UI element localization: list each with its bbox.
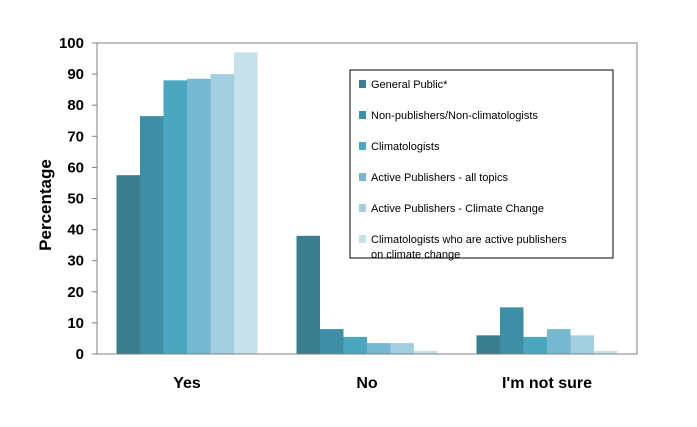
bar [547, 329, 571, 354]
bars [97, 52, 637, 355]
legend-swatch [359, 80, 366, 88]
bar [296, 235, 320, 354]
bar [140, 116, 164, 355]
legend-swatch [359, 142, 366, 150]
legend-label: Active Publishers - Climate Change [371, 203, 544, 215]
bar [367, 343, 391, 354]
x-axis: Yes No I'm not sure [173, 375, 592, 392]
bar [234, 52, 258, 355]
x-tick-label: No [356, 375, 378, 392]
legend-label: Climatologists who are active publishers… [371, 234, 567, 261]
y-tick-label: 30 [67, 253, 84, 270]
y-tick-label: 90 [67, 66, 84, 83]
bar [414, 350, 438, 354]
y-axis: 0 10 20 30 40 50 60 70 80 90 100 [59, 35, 97, 363]
bar [210, 74, 234, 354]
legend-label: Climatologists [371, 141, 440, 153]
x-tick-label: Yes [173, 375, 201, 392]
y-tick-label: 100 [59, 35, 84, 52]
bar [523, 336, 547, 354]
legend-swatch [359, 173, 366, 181]
legend-swatch [359, 111, 366, 119]
bar [163, 80, 187, 354]
legend-box [349, 69, 614, 259]
y-tick-label: 50 [67, 191, 84, 208]
y-tick-label: 20 [67, 284, 84, 301]
bar [570, 335, 594, 354]
y-tick-label: 10 [67, 315, 84, 332]
bar [390, 343, 414, 354]
bar [116, 175, 140, 354]
bar [187, 78, 211, 354]
legend-label: General Public* [371, 79, 448, 91]
y-tick-label: 70 [67, 128, 84, 145]
y-tick-label: 0 [76, 346, 84, 363]
bar [594, 350, 618, 354]
x-tick-label: I'm not sure [502, 375, 592, 392]
y-axis-title: Percentage [36, 159, 55, 251]
y-tick-label: 80 [67, 97, 84, 114]
legend-swatch [359, 235, 366, 243]
legend: General Public* Non-publishers/Non-climat… [349, 69, 614, 261]
legend-swatch [359, 204, 366, 212]
bar [476, 335, 500, 354]
y-tick-label: 60 [67, 159, 84, 176]
y-tick-label: 40 [67, 222, 84, 239]
bar [500, 307, 524, 354]
bar [320, 329, 344, 354]
legend-label: Non-publishers/Non-climatologists [371, 110, 538, 122]
bar [343, 336, 367, 354]
legend-label: Active Publishers - all topics [371, 172, 508, 184]
